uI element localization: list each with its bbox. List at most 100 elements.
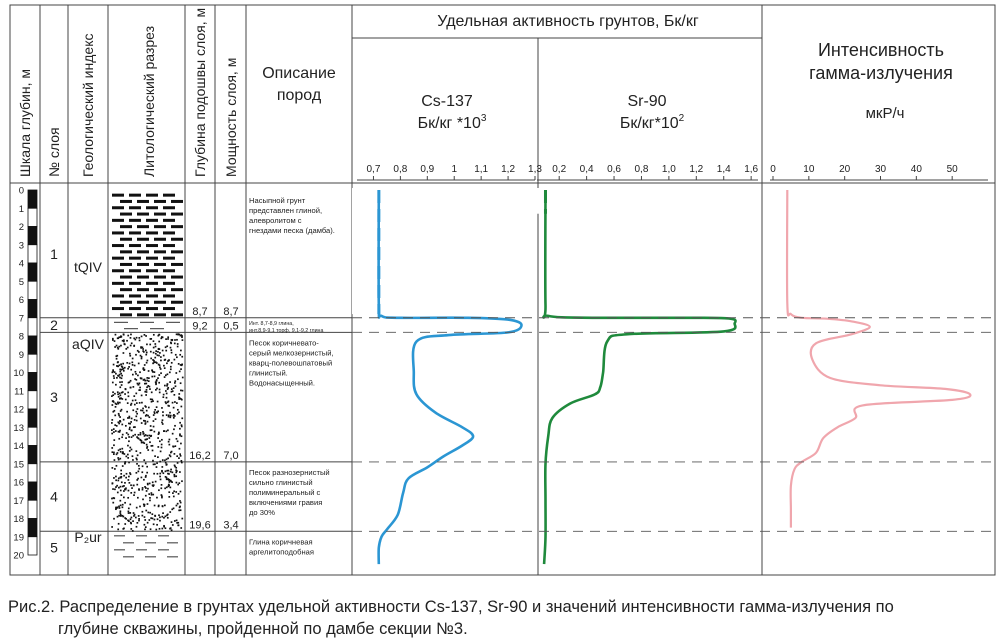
litho-sand-dot — [147, 380, 150, 383]
litho-sand-dot — [127, 367, 129, 370]
depth-tick-label: 5 — [19, 277, 24, 288]
litho-sand-dot — [167, 414, 170, 417]
litho-sand-dot — [137, 496, 139, 499]
litho-sand-dot — [111, 404, 114, 406]
litho-sand-dot — [119, 368, 122, 371]
litho-sand-dot — [142, 407, 144, 410]
litho-sand-dot — [117, 421, 120, 424]
series-line-cs — [377, 189, 523, 565]
litho-sand-dot — [147, 511, 150, 514]
litho-sand-dot — [124, 424, 127, 427]
litho-sand-dot — [175, 519, 178, 522]
litho-sand-dot — [122, 369, 125, 372]
litho-sand-dot — [170, 521, 173, 523]
litho-sand-dot — [176, 338, 178, 341]
litho-sand-dot — [181, 389, 184, 392]
litho-sand-dot — [136, 521, 139, 524]
litho-clay-dash — [154, 262, 166, 266]
layer-no-label: 4 — [50, 489, 58, 505]
litho-sand-dot — [146, 386, 148, 389]
litho-sand-dot — [134, 378, 136, 380]
litho-sand-dot — [167, 457, 169, 460]
litho-sand-dot — [160, 484, 163, 486]
litho-sand-dot — [181, 517, 184, 520]
litho-sand-dot — [175, 481, 178, 484]
litho-sand-dot — [114, 405, 117, 408]
litho-sand-dot — [148, 416, 151, 419]
litho-sand-dot — [177, 492, 180, 495]
litho-sand-dot — [178, 333, 181, 336]
litho-sand-dot — [143, 378, 146, 381]
x-tick-label-sr: 1,4 — [717, 164, 731, 175]
litho-sand-dot — [112, 369, 114, 371]
litho-sand-dot — [166, 401, 169, 404]
litho-sand-dot — [137, 351, 140, 353]
litho-sand-dot — [169, 451, 172, 454]
litho-sand-dot — [121, 436, 123, 439]
litho-sand-dot — [174, 401, 176, 403]
layer-description-line: аргелитоподобная — [249, 547, 314, 556]
litho-sand-dot — [115, 464, 118, 467]
litho-sand-dot — [121, 447, 124, 450]
header-layer-no: № слоя — [46, 127, 62, 177]
litho-sand-dot — [146, 503, 149, 505]
litho-sand-dot — [132, 434, 135, 437]
litho-sand-dot — [145, 361, 148, 364]
litho-clay-dash — [154, 313, 166, 317]
litho-sand-dot — [165, 396, 168, 399]
layer-description-line: инт.8,9-9,1 торф, 9,1-9,2 глина — [249, 328, 323, 334]
litho-sand-dot — [174, 424, 176, 427]
litho-sand-dot — [153, 361, 155, 364]
litho-sand-dot — [113, 340, 116, 342]
litho-sand-dot — [165, 338, 167, 340]
litho-sand-dot — [135, 402, 138, 404]
litho-sand-dot — [174, 380, 177, 383]
litho-sand-dot — [133, 491, 136, 494]
litho-clay-dash — [146, 256, 158, 260]
litho-sand-dot — [111, 371, 114, 374]
litho-sand-dot — [120, 391, 123, 394]
litho-clay-dash — [137, 199, 149, 203]
litho-sand-dot — [165, 486, 168, 489]
litho-sand-dot — [117, 337, 120, 340]
litho-sand-dot — [180, 460, 183, 462]
litho-sand-dot — [117, 401, 119, 404]
litho-sand-dot — [159, 519, 161, 522]
litho-sand-dot — [181, 417, 184, 420]
litho-sand-dot — [154, 455, 156, 458]
litho-sand-dot — [124, 393, 126, 395]
header-thickness: Мощность слоя, м — [223, 58, 239, 177]
litho-clay-dash — [146, 294, 158, 298]
litho-sand-dot — [121, 374, 123, 377]
litho-sand-dot — [179, 353, 182, 356]
litho-sand-dot — [168, 359, 170, 361]
litho-sand-dot — [145, 409, 148, 412]
litho-sand-dot — [152, 414, 155, 416]
litho-clay-dash — [137, 237, 149, 241]
litho-sand-dot — [161, 505, 164, 508]
litho-sand-dot — [134, 399, 137, 402]
depth-bar-segment — [27, 226, 38, 246]
litho-sand-dot — [129, 512, 132, 514]
litho-sand-dot — [164, 461, 167, 464]
litho-clay-dash — [129, 256, 141, 260]
series-line-gamma — [785, 189, 972, 528]
litho-sand-dot — [167, 469, 170, 472]
litho-sand-dot — [143, 505, 146, 507]
litho-sand-dot — [119, 420, 121, 422]
litho-sand-dot — [181, 336, 183, 339]
litho-sand-dot — [171, 508, 174, 511]
x-tick-label-cs: 1 — [451, 164, 457, 175]
litho-sand-dot — [153, 518, 156, 521]
litho-clay-dash — [163, 256, 175, 260]
litho-sand-dot — [111, 526, 113, 528]
litho-sand-dot — [132, 520, 134, 522]
litho-sand-dot — [171, 390, 174, 393]
litho-sand-dot — [175, 491, 178, 493]
litho-sand-dot — [139, 438, 142, 441]
litho-sand-dot — [179, 509, 182, 512]
litho-sand-dot — [130, 404, 132, 406]
litho-sand-dot — [117, 522, 120, 525]
header-gamma-1: Интенсивность — [818, 40, 944, 60]
litho-sand-dot — [146, 343, 148, 346]
